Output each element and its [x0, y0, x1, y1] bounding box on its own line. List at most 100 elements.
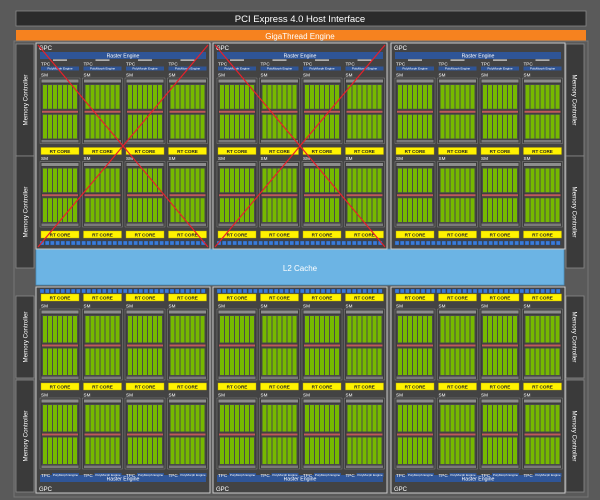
cuda-core-column: [143, 316, 147, 343]
cuda-core-column: [372, 316, 377, 343]
cuda-core-column: [95, 85, 100, 109]
polymorph-engine-label: PolyMorph Engine: [224, 67, 250, 71]
texture-unit: [133, 240, 138, 246]
texture-unit: [357, 240, 362, 246]
sm-l1-cache: [84, 465, 121, 468]
sm-label: SM: [261, 156, 268, 161]
polymorph-engine: [438, 66, 477, 71]
cuda-core-column: [200, 114, 205, 139]
cuda-core-column: [372, 405, 377, 432]
cuda-core-column: [460, 316, 465, 343]
cuda-core-column: [240, 405, 244, 432]
sm-register-file: [219, 194, 255, 197]
cuda-core-column: [498, 437, 502, 464]
cuda-core-column: [372, 437, 377, 464]
cuda-core-column: [225, 114, 229, 139]
cuda-core-column: [282, 85, 287, 109]
sm-register-file: [84, 110, 121, 113]
sm-l1-cache: [481, 223, 519, 226]
texture-unit: [263, 240, 268, 246]
tpc-connector: [230, 59, 244, 61]
cuda-core-column: [535, 198, 540, 222]
cuda-core-column: [325, 437, 329, 464]
cuda-core-column: [90, 437, 95, 464]
cuda-core-column: [418, 85, 422, 109]
rt-core-label: RT CORE: [50, 295, 71, 300]
cuda-core-column: [272, 114, 277, 139]
cuda-core-column: [540, 405, 545, 432]
cuda-core-column: [58, 348, 62, 375]
sm-label: SM: [41, 304, 48, 309]
cuda-core-column: [158, 114, 162, 139]
cuda-core-column: [465, 405, 470, 432]
sm-label: SM: [126, 156, 133, 161]
cuda-core-column: [398, 198, 402, 222]
cuda-core-column: [508, 316, 512, 343]
texture-unit: [71, 240, 76, 246]
texture-unit: [159, 240, 164, 246]
cuda-core-column: [220, 348, 224, 375]
cuda-core-column: [525, 405, 530, 432]
rt-core: [395, 382, 435, 391]
cuda-core-column: [63, 437, 67, 464]
sm-register-file: [261, 344, 298, 347]
cuda-core-column: [330, 437, 334, 464]
sm-register-file: [42, 344, 78, 347]
sm-register-file: [219, 110, 255, 113]
texture-unit: [268, 288, 274, 294]
cuda-core-column: [58, 168, 62, 193]
polymorph-engine: [83, 66, 122, 71]
cuda-core-column: [320, 348, 324, 375]
texture-unit: [91, 288, 97, 294]
cuda-core-column: [455, 437, 460, 464]
cuda-core-column: [100, 198, 105, 222]
cuda-core-column: [508, 405, 512, 432]
cuda-core-column: [73, 114, 77, 139]
cuda-core-column: [180, 85, 185, 109]
cuda-core-column: [185, 198, 190, 222]
rt-core-label: RT CORE: [50, 149, 71, 154]
cuda-core-column: [63, 198, 67, 222]
texture-unit: [550, 240, 556, 246]
texture-unit: [107, 288, 112, 294]
rt-core: [40, 293, 80, 302]
gpc-label: GPC: [39, 46, 53, 52]
cuda-core-column: [320, 114, 324, 139]
polymorph-engine: [314, 473, 341, 477]
cuda-core-column: [513, 85, 517, 109]
sm-l1-cache: [218, 376, 256, 379]
texture-unit: [253, 288, 258, 294]
raster-engine: [217, 52, 383, 59]
cuda-core-column: [460, 198, 465, 222]
cuda-core-column: [525, 198, 530, 222]
cuda-core-column: [493, 85, 497, 109]
sm-l1-cache: [169, 465, 206, 468]
sm-instruction-cache: [169, 163, 206, 166]
rt-core: [345, 293, 384, 302]
cuda-core-column: [550, 114, 555, 139]
sm-label: SM: [303, 393, 310, 398]
sm-instruction-cache: [261, 399, 298, 403]
cuda-core-column: [315, 316, 319, 343]
cuda-core-column: [158, 85, 162, 109]
cuda-core-column: [498, 114, 502, 139]
texture-unit: [45, 240, 50, 246]
cuda-core-column: [335, 114, 339, 139]
cuda-core-column: [235, 168, 239, 193]
sm-label: SM: [41, 156, 48, 161]
raster-engine: [217, 475, 383, 482]
cuda-core-column: [413, 405, 417, 432]
texture-unit: [436, 240, 441, 246]
tpc-connector: [493, 59, 507, 61]
cuda-core-column: [133, 168, 137, 193]
texture-unit: [149, 240, 154, 246]
cuda-core-column: [95, 114, 100, 139]
tpc-label: TPC: [524, 62, 534, 67]
cuda-core-column: [493, 316, 497, 343]
texture-unit: [112, 240, 117, 246]
cuda-core-column: [460, 437, 465, 464]
cuda-core-column: [315, 168, 319, 193]
cuda-core-column: [460, 405, 465, 432]
cuda-core-column: [545, 198, 550, 222]
cuda-core-column: [43, 316, 47, 343]
